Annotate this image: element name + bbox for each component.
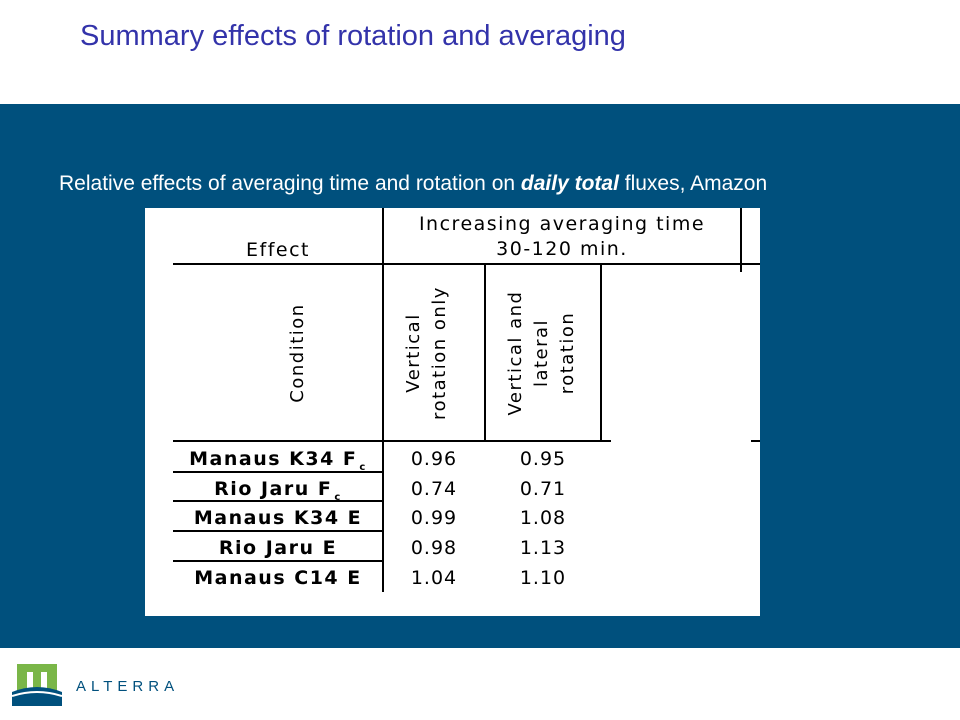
row-value-vertical-lateral: 0.95 bbox=[520, 448, 566, 470]
col2-header-line1: Vertical and bbox=[505, 291, 526, 416]
slide-subtitle: Relative effects of averaging time and r… bbox=[59, 169, 939, 199]
logo-wave bbox=[12, 687, 62, 706]
alterra-logo-icon bbox=[12, 664, 62, 706]
col1-header-line2: rotation only bbox=[429, 286, 450, 420]
row-value-vertical-lateral: 1.08 bbox=[520, 507, 566, 529]
row-label: Rio Jaru E bbox=[219, 537, 337, 559]
row-value-vertical: 0.96 bbox=[411, 448, 457, 470]
row-label: Manaus K34 E bbox=[194, 507, 362, 529]
row-value-vertical: 0.99 bbox=[411, 507, 457, 529]
col2-header: Vertical and lateral rotation bbox=[505, 291, 578, 416]
row-value-vertical: 1.04 bbox=[411, 567, 457, 589]
group-header-line2: 30-120 min. bbox=[496, 238, 628, 260]
slide-title: Summary effects of rotation and averagin… bbox=[80, 20, 626, 52]
subtitle-emphasis: daily total bbox=[520, 172, 619, 195]
table-row: Manaus K34 E 0.99 1.08 bbox=[194, 507, 566, 529]
col2-header-line2: lateral bbox=[531, 319, 552, 387]
table-row: Rio Jaru E 0.98 1.13 bbox=[219, 537, 566, 559]
table-row: Manaus C14 E 1.04 1.10 bbox=[194, 567, 566, 589]
row-value-vertical: 0.74 bbox=[411, 478, 457, 500]
logo-wave-line bbox=[12, 691, 62, 697]
row-value-vertical-lateral: 0.71 bbox=[520, 478, 566, 500]
row-value-vertical-lateral: 1.13 bbox=[520, 537, 566, 559]
results-table: Effect Increasing averaging time 30-120 … bbox=[145, 208, 760, 616]
col1-header: Vertical rotation only bbox=[403, 286, 450, 420]
col2-header-line3: rotation bbox=[557, 312, 578, 395]
subtitle-suffix: fluxes, Amazon bbox=[618, 172, 768, 195]
footer bbox=[0, 648, 960, 720]
results-table-graphic: Effect Increasing averaging time 30-120 … bbox=[173, 208, 760, 592]
condition-header: Condition bbox=[287, 303, 308, 402]
col1-header-line1: Vertical bbox=[403, 313, 424, 392]
alterra-logo-text: ALTERRA bbox=[76, 678, 180, 695]
group-header-line1: Increasing averaging time bbox=[419, 213, 705, 235]
row-value-vertical: 0.98 bbox=[411, 537, 457, 559]
row-label: Manaus C14 E bbox=[194, 567, 362, 589]
row-value-vertical-lateral: 1.10 bbox=[520, 567, 566, 589]
effect-header: Effect bbox=[246, 239, 310, 261]
logo-pillar bbox=[33, 672, 41, 694]
subtitle-prefix: Relative effects of averaging time and r… bbox=[59, 172, 521, 195]
table-grid bbox=[173, 208, 760, 592]
